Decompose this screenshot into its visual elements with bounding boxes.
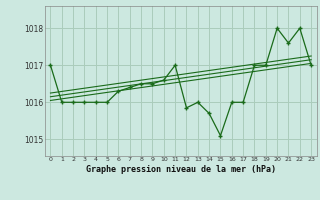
X-axis label: Graphe pression niveau de la mer (hPa): Graphe pression niveau de la mer (hPa) <box>86 165 276 174</box>
